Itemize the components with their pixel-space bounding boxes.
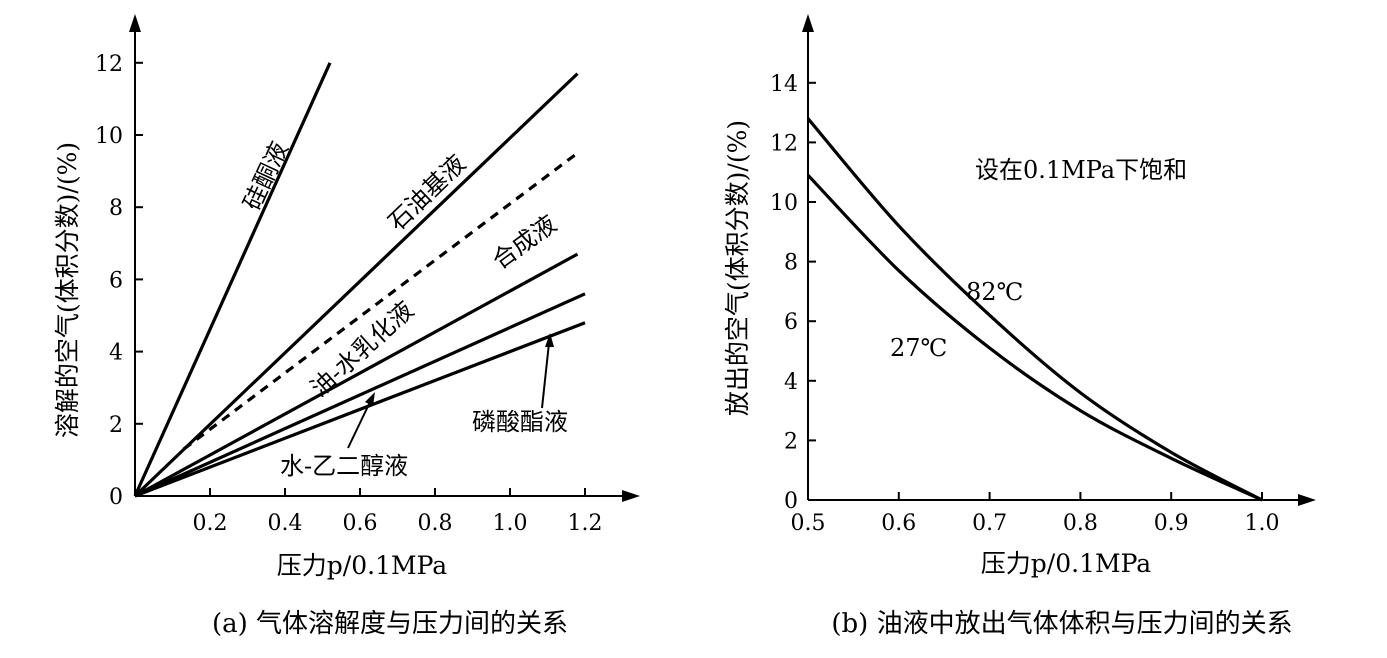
panel-a-x-axis-title: 压力p/0.1MPa [277, 551, 447, 580]
panel-b-y-tick-label: 10 [770, 191, 798, 216]
label-synthetic-fluid: 合成液 [487, 210, 562, 275]
panel-a-solubility-chart: 0 2 4 6 8 10 12 0.2 0.4 0.6 0.8 1.0 1.2 硅酮液 石油基液 合成… [53, 14, 640, 639]
panel-b-y-tick-label: 2 [784, 429, 798, 454]
panel-b-y-tick-label: 4 [784, 370, 798, 395]
panel-b-x-axis-arrow [1298, 494, 1316, 506]
panel-a-x-ticks: 0.2 0.4 0.6 0.8 1.0 1.2 [193, 488, 603, 536]
panel-b-x-tick-label: 1.0 [1245, 511, 1280, 536]
panel-b-series-line-1 [806, 174, 1263, 502]
leader-water-glycol-arrow [365, 392, 375, 406]
panel-b-x-ticks: 0.5 0.6 0.7 0.8 0.9 1.0 [791, 492, 1280, 536]
panel-a-series-line-4 [134, 292, 586, 498]
saturation-note: 设在0.1MPa下饱和 [975, 156, 1187, 184]
panel-b-x-axis-title: 压力p/0.1MPa [981, 549, 1151, 578]
panel-b-x-tick-label: 0.5 [791, 511, 826, 536]
panel-b-x-tick-label: 0.8 [1063, 511, 1098, 536]
panel-b-caption: (b) 油液中放出气体体积与压力间的关系 [831, 609, 1292, 639]
panel-b-y-tick-label: 12 [770, 131, 798, 156]
panel-b-released-air-chart: 0 2 4 6 8 10 12 14 0.5 0.6 0.7 0.8 0.9 1.0 82℃ 27℃ 设… [723, 14, 1316, 639]
panel-a-series-line-3 [134, 252, 579, 498]
panel-b-y-tick-label: 6 [784, 310, 798, 335]
label-petroleum-fluid: 石油基液 [383, 149, 472, 236]
panel-a-x-tick-label: 1.0 [493, 511, 528, 536]
panel-b-y-axis-arrow [802, 14, 814, 32]
panel-b-series [806, 117, 1263, 502]
panel-a-y-axis-title: 溶解的空气(体积分数)/(%) [53, 142, 82, 438]
label-phosphate-ester: 磷酸酯液 [472, 408, 568, 436]
panel-a-y-tick-label: 0 [109, 485, 123, 510]
panel-a-x-tick-label: 0.2 [193, 511, 228, 536]
label-water-glycol: 水-乙二醇液 [280, 452, 408, 480]
panel-b-series-line-0 [806, 117, 1263, 502]
panel-a-caption: (a) 气体溶解度与压力间的关系 [212, 609, 568, 639]
panel-a-y-tick-label: 2 [109, 413, 123, 438]
panel-a-y-tick-label: 10 [95, 124, 123, 149]
panel-b-x-tick-label: 0.7 [972, 511, 1007, 536]
label-silicone-fluid: 硅酮液 [238, 137, 294, 214]
panel-a-y-ticks: 0 2 4 6 8 10 12 [95, 52, 143, 510]
panel-a-y-axis-arrow [129, 14, 141, 32]
panel-b-y-axis-title: 放出的空气(体积分数)/(%) [723, 120, 752, 416]
panel-a-series-line-5 [134, 321, 586, 498]
panel-b-y-tick-label: 8 [784, 251, 798, 276]
panel-a-x-axis-arrow [622, 490, 640, 502]
leader-water-glycol [347, 401, 371, 449]
panel-a-y-tick-label: 12 [95, 52, 123, 77]
panel-a-x-tick-label: 0.4 [268, 511, 303, 536]
panel-a-series-line-2 [182, 151, 579, 451]
panel-b-x-tick-label: 0.9 [1154, 511, 1189, 536]
label-27c: 27℃ [890, 334, 947, 362]
panel-a-y-tick-label: 4 [109, 341, 123, 366]
panel-a-y-tick-label: 6 [109, 268, 123, 293]
panel-a-series-line-0 [133, 62, 332, 497]
panel-b-y-tick-label: 14 [770, 72, 798, 97]
leader-phosphate-ester [541, 342, 550, 409]
panel-a-series-line-1 [133, 72, 579, 498]
panel-a-series [133, 62, 586, 498]
panel-b-x-tick-label: 0.6 [881, 511, 916, 536]
panel-a-y-tick-label: 8 [109, 196, 123, 221]
panel-a-x-tick-label: 0.8 [418, 511, 453, 536]
panel-a-x-tick-label: 1.2 [568, 511, 603, 536]
panel-b-y-tick-label: 0 [784, 489, 798, 514]
panel-b-y-ticks: 0 2 4 6 8 10 12 14 [770, 72, 816, 514]
leader-phosphate-ester-arrow [545, 333, 554, 347]
label-82c: 82℃ [966, 278, 1023, 306]
panel-a-x-tick-label: 0.6 [343, 511, 378, 536]
